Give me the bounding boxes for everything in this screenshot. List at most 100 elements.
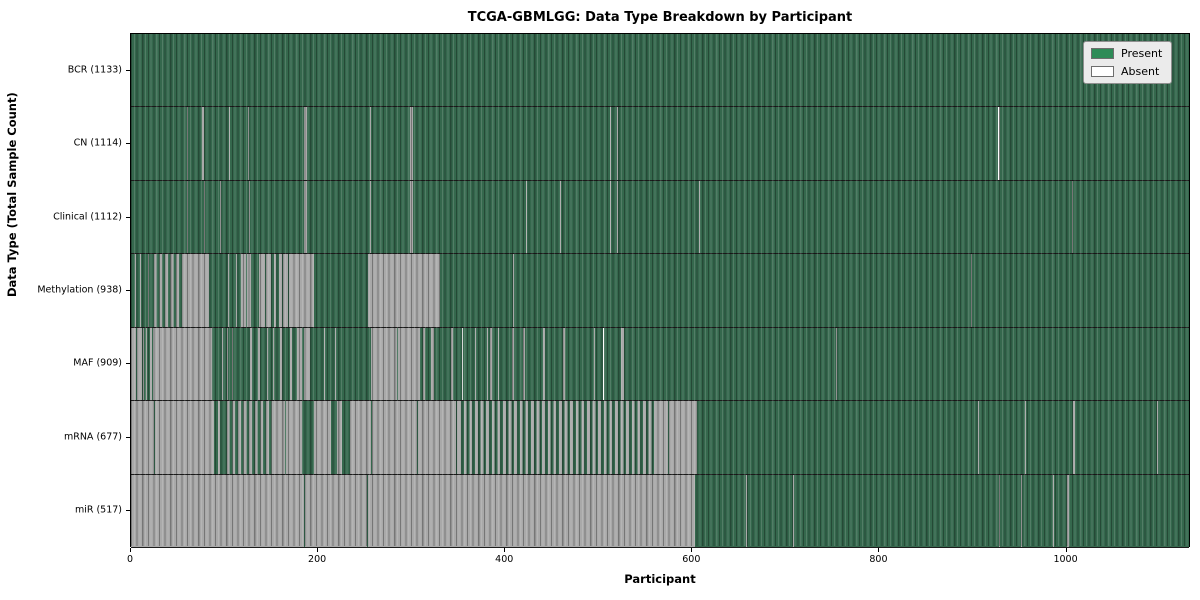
absent-segment (542, 327, 545, 401)
ytick-label-clinical: Clinical (1112) (53, 211, 122, 223)
absent-segment (350, 401, 371, 474)
present-segment (367, 474, 369, 547)
absent-segment (616, 180, 618, 254)
absent-segment (247, 107, 249, 180)
present-segment (268, 327, 273, 401)
present-segment (301, 401, 314, 474)
absent-segment (504, 327, 506, 401)
absent-segment (324, 327, 326, 401)
absent-segment (603, 327, 605, 401)
absent-segment (187, 107, 188, 180)
absent-segment (410, 107, 413, 180)
absent-segment (303, 107, 307, 180)
present-segment (610, 180, 617, 254)
present-segment (131, 34, 1189, 107)
absent-segment (131, 327, 136, 401)
ytick-label-mir: miR (517) (74, 504, 122, 516)
present-segment (285, 401, 286, 474)
absent-segment (512, 254, 514, 327)
ytick-mark (126, 290, 130, 291)
absent-segment (155, 401, 215, 474)
row-maf (131, 327, 1189, 402)
present-segment (1075, 401, 1158, 474)
xtick-mark (130, 548, 131, 552)
absent-segment (971, 254, 973, 327)
present-segment (271, 254, 274, 327)
absent-segment (1073, 401, 1076, 474)
absent-segment (134, 254, 136, 327)
absent-segment (462, 327, 464, 401)
present-segment (259, 327, 268, 401)
present-segment (131, 254, 135, 327)
present-segment (228, 327, 232, 401)
absent-segment (656, 401, 668, 474)
ytick-label-bcr: BCR (1133) (67, 64, 122, 76)
present-segment (463, 327, 475, 401)
absent-segment (219, 180, 221, 254)
legend-item-present: Present (1091, 47, 1162, 60)
absent-segment (1020, 474, 1022, 547)
absent-segment (410, 180, 413, 254)
xtick-label-600: 600 (682, 554, 701, 565)
absent-segment (836, 327, 837, 401)
present-segment (146, 327, 150, 401)
present-segment (187, 180, 204, 254)
absent-segment (201, 107, 204, 180)
present-segment (232, 327, 250, 401)
absent-segment (1072, 180, 1074, 254)
absent-segment (698, 180, 700, 254)
absent-segment (370, 327, 398, 401)
present-segment (610, 107, 617, 180)
present-segment (526, 180, 560, 254)
present-segment (148, 254, 151, 327)
present-segment (301, 327, 304, 401)
present-segment (513, 254, 972, 327)
present-segment (236, 254, 242, 327)
present-segment (794, 474, 1000, 547)
present-segment (1068, 474, 1189, 547)
present-segment (413, 107, 611, 180)
absent-swatch (1091, 66, 1114, 77)
absent-segment (241, 254, 246, 327)
absent-segment (249, 327, 253, 401)
present-segment (413, 180, 526, 254)
absent-segment (258, 254, 266, 327)
present-segment (142, 327, 144, 401)
absent-segment (149, 327, 153, 401)
absent-segment (187, 180, 188, 254)
absent-segment (999, 474, 1001, 547)
absent-segment (203, 180, 205, 254)
absent-segment (1052, 474, 1054, 547)
present-segment (1000, 474, 1021, 547)
absent-segment (286, 401, 302, 474)
present-segment (310, 327, 325, 401)
present-segment (306, 180, 371, 254)
present-segment (229, 254, 236, 327)
absent-segment (610, 180, 611, 254)
ytick-label-mrna: mRNA (677) (63, 431, 122, 443)
present-segment (416, 401, 418, 474)
present-segment (978, 401, 1025, 474)
present-segment (141, 254, 148, 327)
absent-segment (370, 107, 371, 180)
present-segment (972, 254, 1189, 327)
present-segment (248, 107, 304, 180)
absent-segment (559, 180, 561, 254)
present-segment (487, 327, 490, 401)
present-segment (214, 401, 218, 474)
xtick-label-800: 800 (869, 554, 888, 565)
present-segment (250, 254, 259, 327)
absent-segment (497, 327, 499, 401)
absent-segment (248, 180, 250, 254)
present-segment (291, 327, 298, 401)
present-segment (617, 107, 999, 180)
absent-segment (153, 327, 213, 401)
absent-segment (267, 327, 269, 401)
present-swatch (1091, 48, 1114, 59)
present-segment (565, 327, 595, 401)
present-segment (699, 180, 1073, 254)
present-segment (303, 474, 305, 547)
row-cn (131, 107, 1189, 181)
mixed-segment (224, 401, 274, 474)
ytick-label-methylation: Methylation (938) (37, 284, 122, 296)
